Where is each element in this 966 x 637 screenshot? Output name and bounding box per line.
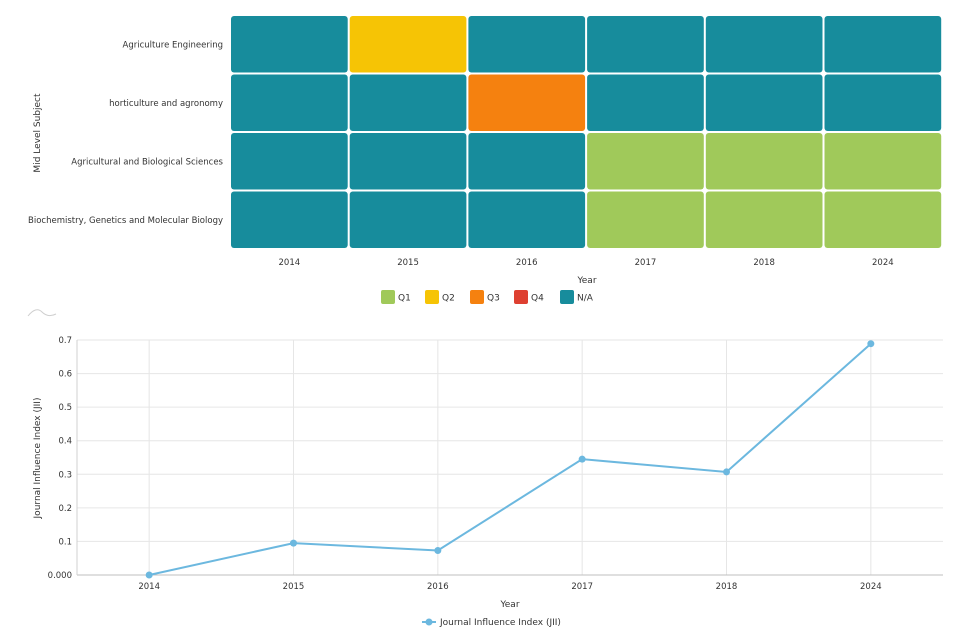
x-tick-label: 2018 <box>716 582 738 592</box>
heatmap-cell[interactable] <box>587 133 704 190</box>
heatmap-cell[interactable] <box>705 133 823 190</box>
y-tick-label: 0.6 <box>58 370 72 380</box>
heatmap-cell[interactable] <box>468 16 586 73</box>
y-tick-label: 0.000 <box>48 571 72 581</box>
heatmap-cell[interactable] <box>587 16 704 73</box>
legend-label[interactable]: Q1 <box>398 294 411 304</box>
heatmap-x-axis-title: Year <box>576 276 596 286</box>
heatmap-row-label: Agriculture Engineering <box>123 40 223 50</box>
heatmap-x-tick: 2014 <box>279 258 301 268</box>
heatmap-y-axis-title: Mid Level Subject <box>33 93 43 173</box>
heatmap-cell[interactable] <box>587 191 704 249</box>
legend-swatch[interactable] <box>560 290 574 304</box>
heatmap-cell[interactable] <box>349 133 467 190</box>
data-point[interactable] <box>290 539 297 547</box>
heatmap-row-label: horticulture and agronomy <box>109 99 223 109</box>
heatmap-row-label: Biochemistry, Genetics and Molecular Bio… <box>28 216 223 226</box>
heatmap-cell[interactable] <box>468 191 586 249</box>
heatmap-x-tick: 2017 <box>635 258 657 268</box>
heatmap-cell[interactable] <box>231 191 348 249</box>
heatmap-cell[interactable] <box>705 16 823 73</box>
x-tick-label: 2014 <box>138 582 160 592</box>
heatmap-cell[interactable] <box>824 16 942 73</box>
heatmap-x-tick: 2016 <box>516 258 538 268</box>
data-point[interactable] <box>723 468 730 476</box>
x-tick-label: 2015 <box>283 582 305 592</box>
y-tick-label: 0.1 <box>58 537 72 547</box>
heatmap-cell[interactable] <box>349 191 467 249</box>
line-y-axis-title: Journal Influence Index (JII) <box>33 398 43 520</box>
legend-swatch[interactable] <box>381 290 395 304</box>
legend-label[interactable]: Q2 <box>442 294 455 304</box>
line-chart: 0.000 0.1 0.2 0.3 0.4 0.5 0.6 0.7 2014 2015 2016 20… <box>33 336 943 628</box>
x-tick-label: 2016 <box>427 582 449 592</box>
legend-swatch[interactable] <box>425 290 439 304</box>
heatmap-cell[interactable] <box>824 191 942 249</box>
heatmap-cell[interactable] <box>231 16 348 73</box>
heatmap-cell[interactable] <box>824 133 942 190</box>
heatmap-x-tick: 2015 <box>397 258 419 268</box>
legend-marker[interactable] <box>425 618 433 626</box>
y-tick-label: 0.2 <box>58 504 72 514</box>
heatmap-cell[interactable] <box>468 133 586 190</box>
heatmap-cell[interactable] <box>587 74 704 132</box>
legend-swatch[interactable] <box>470 290 484 304</box>
heatmap-cell[interactable] <box>468 74 586 132</box>
legend-label[interactable]: N/A <box>577 294 594 304</box>
legend-swatch[interactable] <box>514 290 528 304</box>
heatmap-cell[interactable] <box>349 16 467 73</box>
y-tick-label: 0.3 <box>58 470 72 480</box>
line-x-axis-title: Year <box>499 600 519 610</box>
series-line <box>148 342 872 576</box>
data-point[interactable] <box>867 340 875 348</box>
heatmap-cell[interactable] <box>705 74 823 132</box>
data-point[interactable] <box>578 455 586 463</box>
heatmap-x-tick: 2024 <box>872 258 894 268</box>
y-tick-label: 0.4 <box>58 437 72 447</box>
y-tick-label: 0.7 <box>58 336 72 346</box>
x-tick-label: 2024 <box>860 582 882 592</box>
heatmap-row-label: Agricultural and Biological Sciences <box>71 157 223 167</box>
heatmap-cell[interactable] <box>231 133 348 190</box>
y-tick-label: 0.5 <box>58 403 72 413</box>
x-tick-label: 2017 <box>571 582 593 592</box>
data-point[interactable] <box>434 546 442 554</box>
heatmap-cell[interactable] <box>231 74 348 132</box>
heatmap-cell[interactable] <box>824 74 942 132</box>
heatmap-cell[interactable] <box>349 74 467 132</box>
heatmap-chart: Agriculture Engineering horticulture and … <box>28 16 942 304</box>
heatmap-x-tick: 2018 <box>753 258 775 268</box>
data-point[interactable] <box>145 571 153 579</box>
legend-label[interactable]: Q3 <box>487 294 500 304</box>
heatmap-cell[interactable] <box>705 191 823 249</box>
legend-label[interactable]: Journal Influence Index (JII) <box>439 618 561 628</box>
decorative-wave-icon <box>27 309 57 317</box>
legend-label[interactable]: Q4 <box>531 294 544 304</box>
